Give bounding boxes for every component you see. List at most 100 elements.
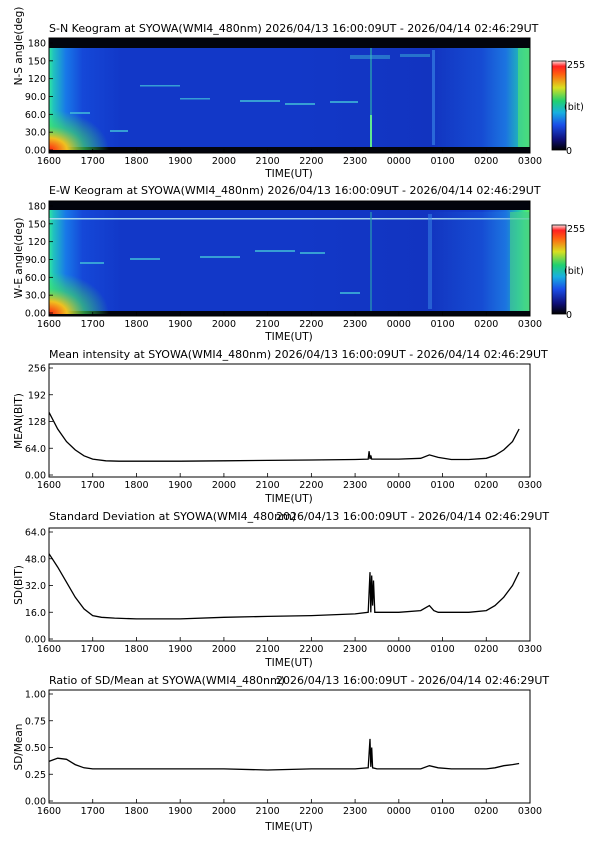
x-tick-group: 1600 1700 1800 1900 2000 2100 2200 2300 0000 0100… (37, 312, 542, 330)
x-tick-label: 2000 (212, 480, 236, 491)
keogram-image (49, 201, 530, 316)
x-tick-label: 0200 (474, 644, 498, 655)
x-tick-label: 1900 (168, 644, 192, 655)
y-tick-label: 150 (28, 56, 46, 67)
x-tick-label: 0300 (518, 480, 542, 491)
x-tick-label: 2000 (212, 644, 236, 655)
y-tick-label: 64.0 (25, 444, 46, 455)
y-tick-label: 256 (28, 364, 46, 375)
x-tick-label: 2200 (299, 319, 323, 330)
x-tick-label: 0300 (518, 156, 542, 167)
y-tick-label: 0.00 (25, 797, 46, 808)
x-tick-label: 0000 (387, 644, 411, 655)
x-tick-label: 1600 (37, 644, 61, 655)
x-tick-label: 1700 (81, 156, 105, 167)
x-tick-label: 1900 (168, 480, 192, 491)
y-tick-label: 0.25 (25, 770, 46, 781)
x-tick-label: 2200 (299, 156, 323, 167)
colorbar-unit-label: (bit) (564, 266, 584, 277)
x-tick-label: 1900 (168, 156, 192, 167)
x-tick-label: 2100 (256, 319, 280, 330)
panel-standard-deviation: Standard Deviation at SYOWA(WMI4_480nm) … (13, 510, 549, 669)
panel-sn-keogram: S-N Keogram at SYOWA(WMI4_480nm) 2026/04… (13, 7, 585, 180)
y-tick-label: 128 (28, 417, 46, 428)
x-tick-group: 1600 1700 1800 1900 2000 2100 2200 2300 0000 0100… (37, 473, 542, 491)
panel-title-time: 2026/04/13 16:00:09UT - 2026/04/14 02:46… (276, 674, 549, 687)
x-tick-label: 2300 (343, 806, 367, 817)
panel-title: Standard Deviation at SYOWA(WMI4_480nm) (49, 510, 296, 523)
x-tick-label: 1900 (168, 806, 192, 817)
y-tick-label: 0.00 (25, 635, 46, 646)
y-tick-label: 180 (28, 39, 46, 50)
x-tick-label: 1700 (81, 480, 105, 491)
y-tick-label: 1.00 (25, 690, 46, 701)
sd-mean-ratio-line (48, 738, 520, 771)
plot-frame (48, 200, 531, 317)
x-tick-label: 0000 (387, 480, 411, 491)
x-tick-group: 1600 1700 1800 1900 2000 2100 2200 2300 0000 0100… (37, 637, 542, 655)
panel-title: S-N Keogram at SYOWA(WMI4_480nm) 2026/04… (49, 22, 539, 35)
x-tick-label: 0200 (474, 806, 498, 817)
x-tick-label: 0000 (387, 319, 411, 330)
x-axis-label: TIME(UT) (264, 493, 313, 505)
x-tick-label: 0000 (387, 806, 411, 817)
colorbar-min-label: 0 (566, 146, 572, 157)
x-tick-label: 2000 (212, 319, 236, 330)
y-tick-label: 30.0 (25, 128, 46, 139)
panel-title-time: 2026/04/13 16:00:09UT - 2026/04/14 02:46… (276, 510, 549, 523)
y-tick-label: 60.0 (25, 273, 46, 284)
colorbar-unit-label: (bit) (564, 102, 584, 113)
x-axis-label: TIME(UT) (264, 168, 313, 180)
colorbar: 255 (bit) 0 (551, 60, 585, 157)
y-tick-label: 0.75 (25, 716, 46, 727)
x-tick-label: 2200 (299, 806, 323, 817)
y-tick-label: 0.50 (25, 743, 46, 754)
x-tick-label: 2100 (256, 644, 280, 655)
y-tick-label: 30.0 (25, 291, 46, 302)
plot-frame (48, 37, 531, 154)
y-tick-label: 90.0 (25, 92, 46, 103)
y-tick-label: 0.00 (25, 146, 46, 157)
x-tick-label: 0100 (430, 480, 454, 491)
plot-frame (48, 363, 531, 478)
x-tick-label: 0100 (430, 644, 454, 655)
y-tick-group: 1.00 0.75 0.50 0.25 0.00 (25, 690, 53, 808)
x-tick-label: 0100 (430, 806, 454, 817)
x-tick-label: 2300 (343, 319, 367, 330)
y-tick-label: 60.0 (25, 110, 46, 121)
y-axis-label: W-E angle(deg) (13, 218, 25, 299)
colorbar-max-label: 255 (567, 224, 585, 235)
y-tick-label: 120 (28, 237, 46, 248)
plot-frame (48, 527, 531, 642)
x-tick-group: 1600 1700 1800 1900 2000 2100 2200 2300 0000 0100… (37, 799, 542, 817)
x-tick-label: 0100 (430, 319, 454, 330)
y-tick-group: 180 150 120 90.0 60.0 30.0 0.00 (25, 39, 53, 157)
x-tick-label: 1800 (124, 480, 148, 491)
mean-intensity-line (48, 411, 520, 462)
y-tick-label: 150 (28, 219, 46, 230)
y-tick-group: 180 150 120 90.0 60.0 30.0 0.00 (25, 202, 53, 320)
x-tick-label: 1700 (81, 806, 105, 817)
x-tick-label: 1800 (124, 806, 148, 817)
x-tick-label: 1600 (37, 480, 61, 491)
y-tick-label: 48.0 (25, 554, 46, 565)
panel-title: Mean intensity at SYOWA(WMI4_480nm) 2026… (49, 348, 548, 361)
x-tick-label: 0300 (518, 806, 542, 817)
y-tick-group: 256 192 128 64.0 0.00 (25, 364, 53, 482)
plot-frame (48, 689, 531, 804)
colorbar: 255 (bit) 0 (551, 224, 585, 321)
colorbar-max-label: 255 (567, 60, 585, 71)
y-tick-label: 0.00 (25, 309, 46, 320)
x-tick-label: 0200 (474, 480, 498, 491)
y-axis-label: SD/Mean (13, 724, 25, 771)
y-tick-label: 32.0 (25, 581, 46, 592)
x-tick-label: 1800 (124, 319, 148, 330)
x-tick-label: 2200 (299, 480, 323, 491)
x-tick-label: 2300 (343, 156, 367, 167)
x-tick-label: 2300 (343, 644, 367, 655)
y-tick-group: 64.0 48.0 32.0 16.0 0.00 (25, 528, 53, 646)
x-tick-label: 2100 (256, 156, 280, 167)
x-tick-label: 2100 (256, 806, 280, 817)
y-tick-label: 192 (28, 390, 46, 401)
